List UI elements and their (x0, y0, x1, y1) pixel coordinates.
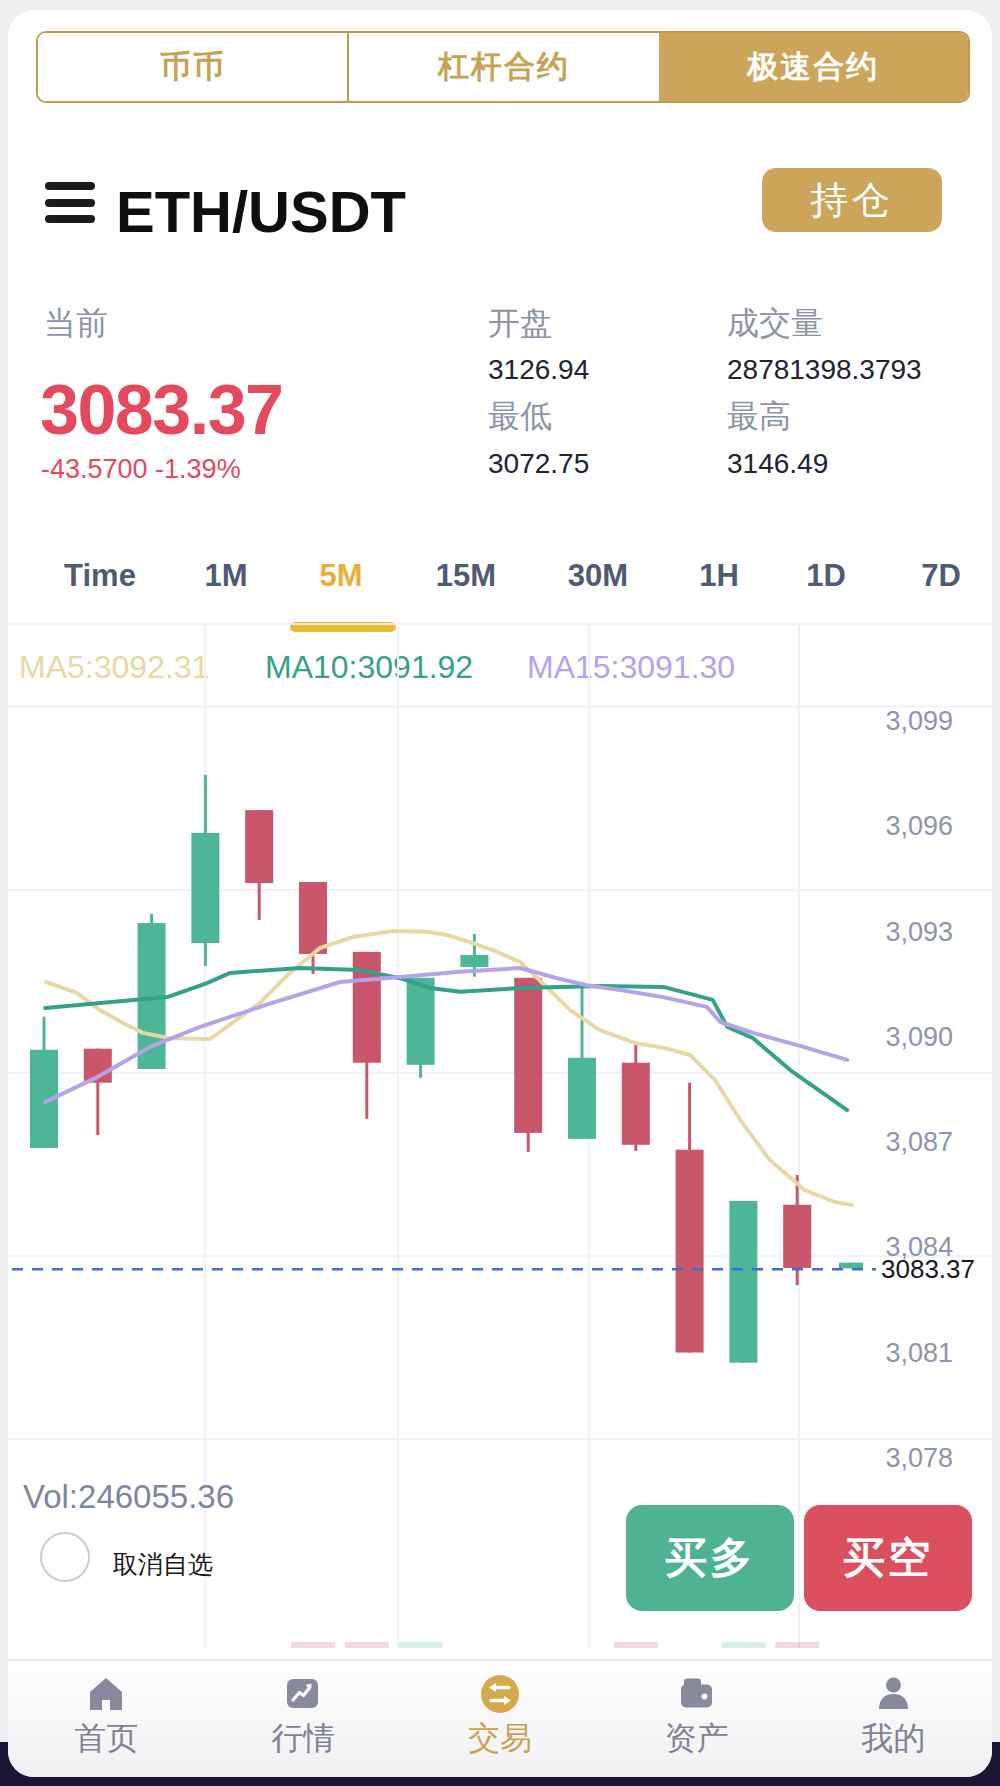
trade-icon (479, 1673, 521, 1715)
position-button[interactable]: 持仓 (762, 168, 942, 232)
volume-readout: Vol:246055.36 (23, 1478, 234, 1516)
market-tab-2[interactable]: 杠杆合约 (347, 33, 658, 101)
low-value: 3072.75 (488, 448, 589, 480)
assets-icon (676, 1673, 718, 1715)
interval-1d[interactable]: 1D (806, 558, 846, 594)
high-label: 最高 (727, 395, 791, 439)
svg-text:3,093: 3,093 (885, 917, 953, 947)
nav-home[interactable]: 首页 (8, 1661, 205, 1777)
market-type-tabs: 币币杠杆合约极速合约 (36, 31, 970, 103)
nav-label: 资产 (665, 1717, 729, 1761)
nav-label: 首页 (74, 1717, 138, 1761)
market-icon (282, 1673, 324, 1715)
main-card: 币币杠杆合约极速合约 ETH/USDT 持仓 当前 3083.37 -43.57… (8, 10, 992, 1777)
market-tab-1[interactable]: 币币 (38, 33, 347, 101)
interval-15m[interactable]: 15M (436, 558, 496, 594)
profile-icon (873, 1673, 915, 1715)
nav-market[interactable]: 行情 (205, 1661, 402, 1777)
current-change: -43.5700 -1.39% (41, 454, 241, 485)
nav-profile[interactable]: 我的 (795, 1661, 992, 1777)
svg-text:3083.37: 3083.37 (881, 1254, 975, 1284)
watchlist-label: 取消自选 (113, 1548, 213, 1581)
interval-1h[interactable]: 1H (699, 558, 739, 594)
current-price: 3083.37 (40, 370, 283, 450)
svg-text:3,081: 3,081 (885, 1338, 953, 1368)
svg-text:3,090: 3,090 (885, 1022, 953, 1052)
nav-label: 行情 (271, 1717, 335, 1761)
symbol-title: ETH/USDT (116, 178, 406, 245)
open-value: 3126.94 (488, 354, 589, 386)
low-label: 最低 (488, 395, 552, 439)
buy-short-button[interactable]: 买空 (804, 1505, 972, 1611)
interval-5m[interactable]: 5M (319, 558, 362, 594)
market-tab-3[interactable]: 极速合约 (659, 33, 968, 101)
buy-long-button[interactable]: 买多 (626, 1505, 794, 1611)
svg-text:3,087: 3,087 (885, 1127, 953, 1157)
nav-trade[interactable]: 交易 (402, 1661, 599, 1777)
interval-7d[interactable]: 7D (921, 558, 961, 594)
interval-1m[interactable]: 1M (204, 558, 247, 594)
interval-30m[interactable]: 30M (568, 558, 628, 594)
high-value: 3146.49 (727, 448, 828, 480)
open-label: 开盘 (488, 302, 552, 346)
bottom-nav: 首页 行情 交易 资产 我的 (8, 1659, 992, 1777)
svg-text:3,078: 3,078 (885, 1443, 953, 1473)
current-label: 当前 (44, 302, 108, 346)
menu-icon[interactable] (45, 182, 95, 223)
svg-text:3,099: 3,099 (885, 706, 953, 736)
nav-label: 我的 (862, 1717, 926, 1761)
nav-assets[interactable]: 资产 (598, 1661, 795, 1777)
interval-time[interactable]: Time (64, 558, 136, 594)
nav-label: 交易 (468, 1717, 532, 1761)
svg-text:3,096: 3,096 (885, 811, 953, 841)
home-icon (85, 1673, 127, 1715)
volume-label: 成交量 (727, 302, 823, 346)
watchlist-checkbox[interactable] (40, 1532, 90, 1582)
interval-tabs: Time 1M 5M 15M 30M 1H 1D 7D (8, 558, 992, 598)
volume-value: 28781398.3793 (727, 354, 922, 386)
